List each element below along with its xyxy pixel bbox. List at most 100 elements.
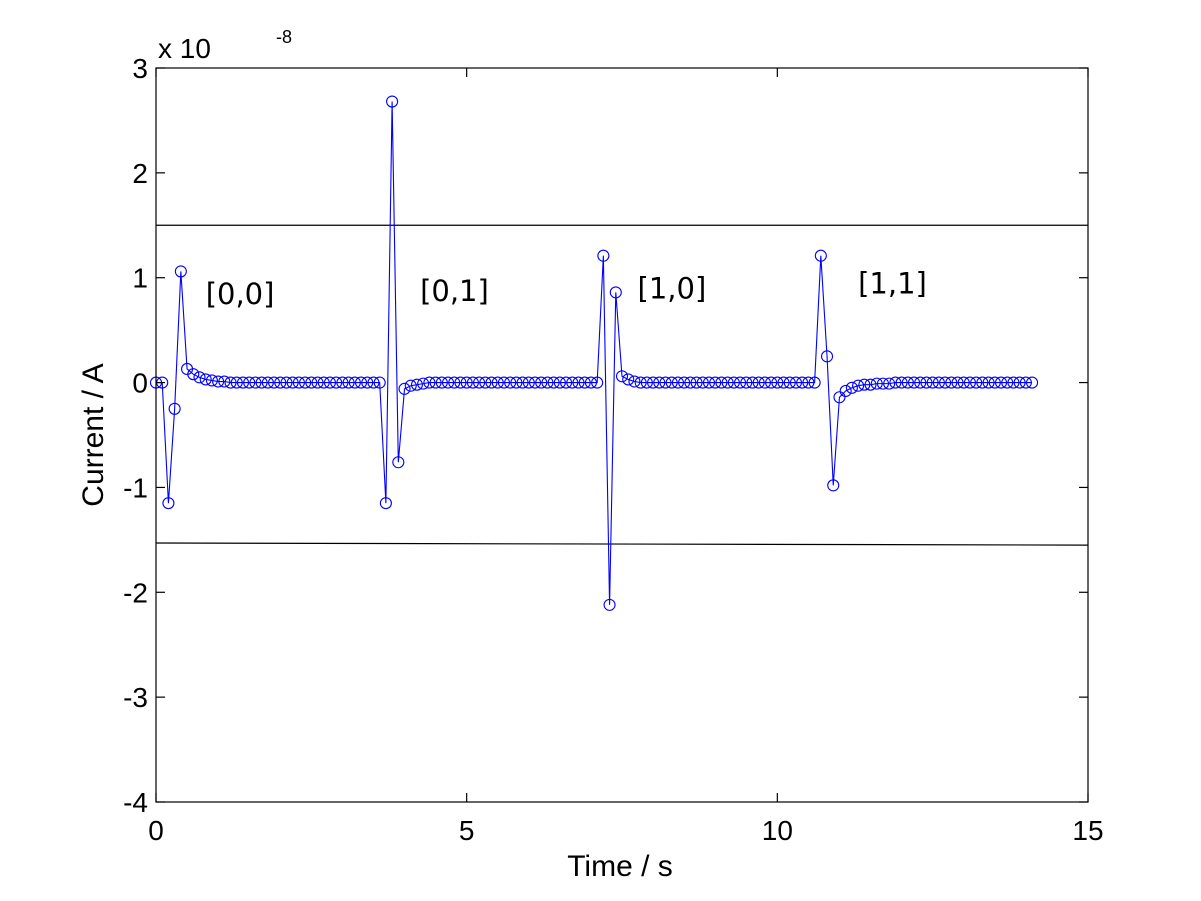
data-point: [435, 376, 448, 389]
data-point: [367, 376, 380, 389]
data-point: [553, 376, 566, 389]
data-point: [777, 376, 790, 389]
y-tick-label: -2: [123, 577, 148, 608]
data-point: [311, 376, 324, 389]
data-point: [920, 376, 933, 389]
plot-background: [156, 68, 1088, 802]
data-point: [168, 402, 181, 415]
y-tick-label: 3: [132, 53, 148, 84]
data-point: [541, 376, 554, 389]
data-point: [342, 376, 355, 389]
data-point: [460, 376, 473, 389]
data-point: [597, 249, 610, 262]
data-point: [479, 376, 492, 389]
data-point: [249, 376, 262, 389]
y-tick-label: 0: [132, 368, 148, 399]
data-point: [510, 376, 523, 389]
data-point: [193, 371, 206, 384]
data-point: [522, 376, 535, 389]
data-point: [970, 376, 983, 389]
data-point: [423, 376, 436, 389]
data-point: [591, 376, 604, 389]
y-tick-label: 1: [132, 263, 148, 294]
data-point: [454, 376, 467, 389]
data-point: [864, 378, 877, 391]
data-point: [907, 376, 921, 389]
data-point: [299, 376, 312, 389]
data-point: [883, 377, 896, 390]
data-point: [727, 376, 740, 389]
axis-ticks: [155, 67, 1089, 803]
data-point: [870, 377, 883, 390]
data-point: [566, 376, 579, 389]
data-point: [994, 376, 1008, 389]
data-point: [323, 376, 337, 389]
data-point: [789, 376, 803, 389]
data-point: [392, 456, 405, 469]
data-point: [205, 374, 218, 387]
data-point: [702, 376, 716, 389]
data-point: [578, 376, 591, 389]
data-point: [1001, 376, 1014, 389]
data-point: [547, 376, 560, 389]
annotations: [0,0] [0,1] [1,0] [1,1]: [206, 266, 927, 310]
annotation-label: [0,1]: [420, 274, 489, 308]
data-point: [758, 376, 771, 389]
data-point: [292, 376, 305, 389]
data-point: [187, 368, 200, 381]
data-point: [659, 376, 672, 389]
data-point: [715, 376, 728, 389]
data-point: [224, 376, 237, 389]
data-point: [1019, 376, 1032, 389]
data-point: [255, 376, 268, 389]
data-point: [746, 376, 759, 389]
y-tick-label: -1: [123, 472, 148, 503]
data-point: [528, 376, 542, 389]
data-point: [839, 384, 852, 398]
data-point: [615, 370, 629, 383]
y-axis-label: Current / A: [77, 363, 110, 506]
data-point: [814, 249, 827, 262]
data-point: [560, 376, 573, 389]
data-point: [752, 376, 765, 389]
data-point: [230, 376, 243, 389]
data-point: [765, 376, 778, 389]
data-point: [901, 376, 914, 389]
x-tick-label: 10: [762, 815, 793, 846]
data-point: [603, 598, 616, 611]
data-point: [243, 376, 256, 389]
data-point: [212, 375, 225, 388]
data-point: [286, 376, 299, 389]
data-point: [628, 375, 641, 388]
plot-frame: [155, 67, 1089, 803]
x-tick-label: 15: [1072, 815, 1103, 846]
series-layer: [149, 95, 1039, 611]
data-point: [808, 376, 821, 389]
y-tick-label: 2: [132, 158, 148, 189]
y-exponent-power: -8: [276, 27, 292, 47]
data-point: [441, 376, 455, 389]
data-point: [497, 376, 511, 389]
data-point: [1026, 376, 1039, 389]
data-point: [218, 375, 231, 388]
data-point: [516, 376, 529, 389]
x-axis-label: Time / s: [567, 850, 673, 883]
data-point: [827, 479, 840, 492]
data-point: [261, 376, 274, 389]
threshold-line-2: [155, 542, 1089, 546]
data-point: [684, 376, 697, 389]
x-tick-label: 0: [148, 815, 164, 846]
data-point: [889, 376, 902, 389]
data-point: [274, 376, 287, 389]
data-point: [932, 376, 945, 389]
data-point: [280, 376, 293, 389]
data-point: [665, 376, 678, 389]
data-point: [473, 376, 486, 389]
y-tick-label: -4: [123, 787, 148, 818]
data-point: [939, 376, 952, 389]
data-point: [802, 376, 815, 389]
data-point: [373, 376, 386, 389]
data-point: [410, 378, 424, 391]
data-point: [678, 376, 691, 389]
